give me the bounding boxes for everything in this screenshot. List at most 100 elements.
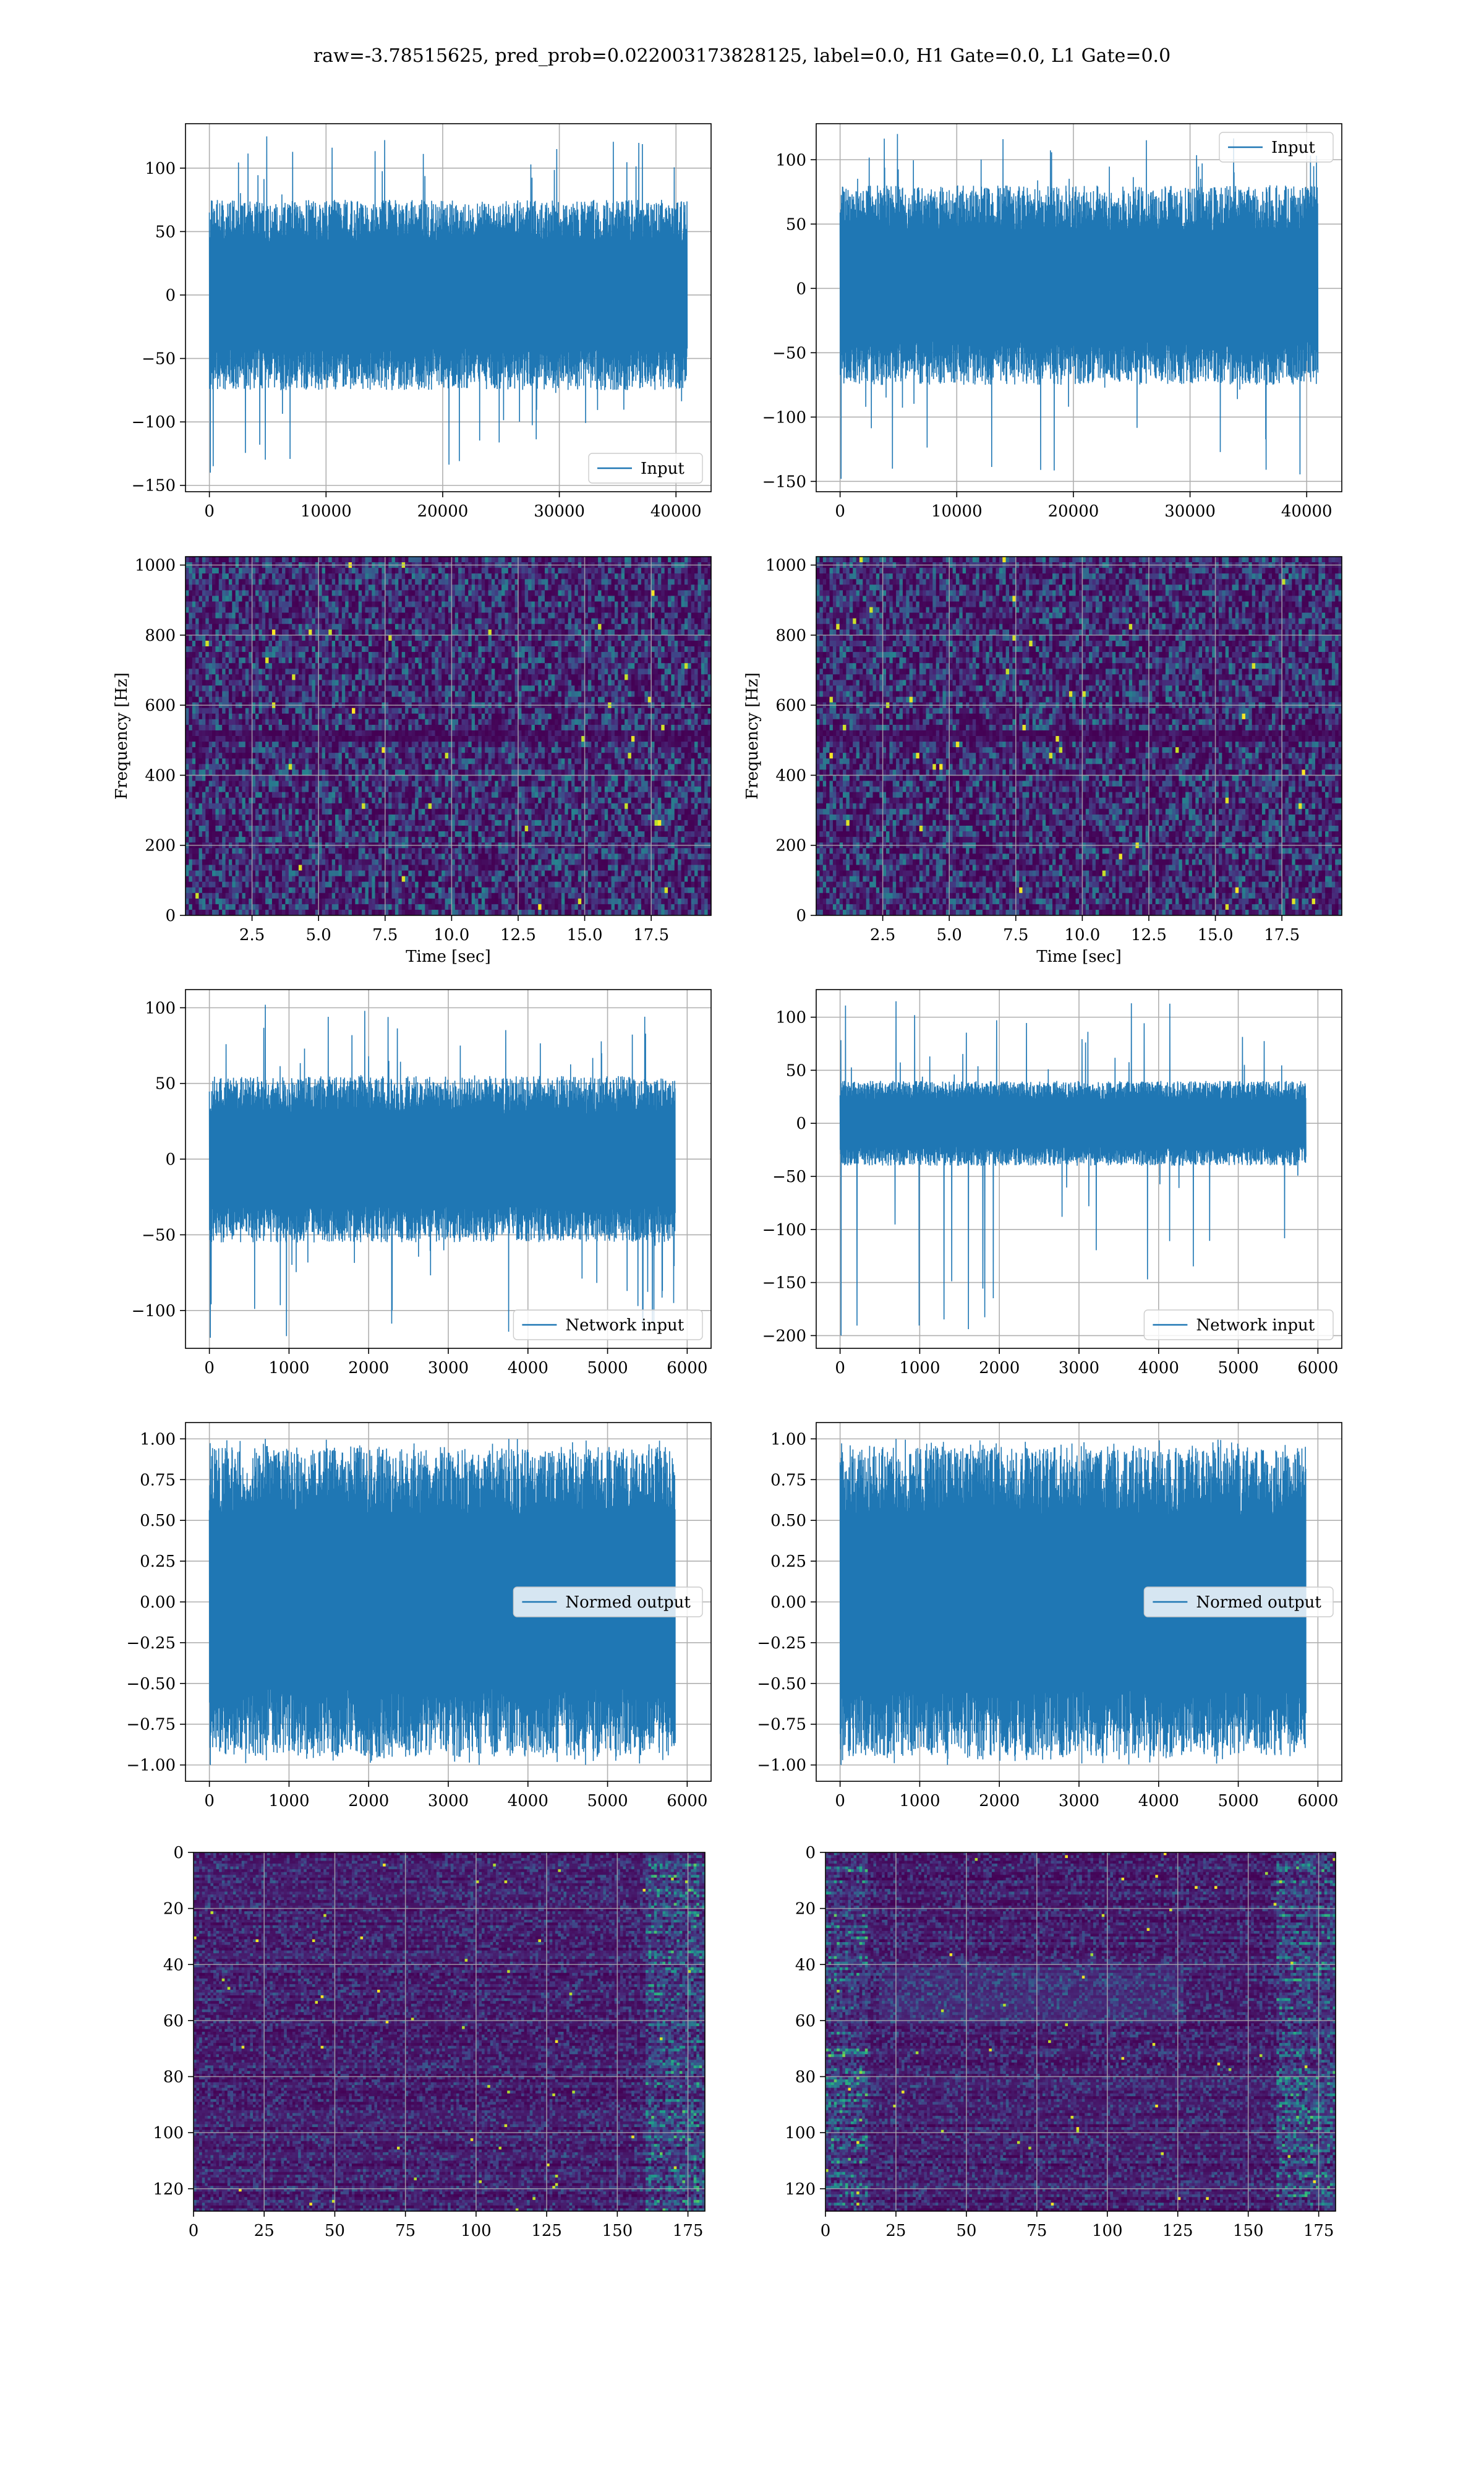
- normed-output-l1-ytick-label: 0.00: [770, 1593, 806, 1612]
- normed-output-h1-legend: Normed output: [513, 1587, 702, 1617]
- spectrogram-h1-ylabel: Frequency [Hz]: [113, 672, 131, 800]
- feature-map-l1-ytick-label: 0: [805, 1844, 816, 1862]
- network-input-h1-xtick-label: 6000: [667, 1359, 707, 1377]
- network-input-l1-xtick-label: 6000: [1297, 1359, 1338, 1377]
- feature-map-h1-heatmap: [194, 1852, 706, 2212]
- normed-output-h1-ytick-label: 0.50: [140, 1512, 176, 1530]
- feature-map-h1-ytick-label: 40: [163, 1956, 184, 1974]
- network-input-l1-legend-label: Network input: [1196, 1316, 1315, 1335]
- feature-map-h1-xtick-label: 0: [189, 2222, 199, 2240]
- network-input-h1-ytick-label: −50: [142, 1226, 176, 1244]
- feature-map-h1-xtick-label: 100: [461, 2222, 492, 2240]
- feature-map-l1-xtick-label: 175: [1303, 2222, 1334, 2240]
- normed-output-l1-xtick-label: 2000: [979, 1792, 1020, 1810]
- network-input-l1-legend: Network input: [1144, 1310, 1333, 1340]
- spectrogram-l1-ytick-label: 0: [796, 907, 806, 925]
- spectrogram-h1-subplot: 2.5 5.0 7.5 10.0 12.5 15.0 17.5020040060080010…: [113, 557, 712, 966]
- feature-map-l1-ytick-label: 100: [785, 2124, 816, 2142]
- spectrogram-l1-plot-area: [816, 557, 1342, 916]
- network-input-l1-ytick-label: −100: [762, 1221, 806, 1239]
- feature-map-l1-xtick-label: 100: [1092, 2222, 1123, 2240]
- feature-map-h1-ytick-label: 0: [173, 1844, 184, 1862]
- normed-output-h1-xtick-label: 4000: [508, 1792, 548, 1810]
- feature-map-l1-plot-area: [825, 1852, 1336, 2212]
- feature-map-l1-heatmap: [825, 1852, 1336, 2212]
- spectrogram-h1-ytick-label: 600: [145, 696, 176, 715]
- normed-output-l1-xtick-label: 4000: [1138, 1792, 1179, 1810]
- feature-map-l1-xtick-label: 25: [885, 2222, 906, 2240]
- network-input-h1-xtick-label: 1000: [268, 1359, 309, 1377]
- spectrogram-h1-xtick-label: 5.0: [306, 926, 331, 944]
- input-h1-ytick-label: −50: [142, 350, 176, 369]
- normed-output-h1-ytick-label: −0.50: [126, 1675, 176, 1693]
- input-l1-ytick-label: −150: [762, 473, 806, 491]
- spectrogram-l1-xtick-label: 5.0: [937, 926, 962, 944]
- input-h1-ytick-label: −150: [132, 477, 176, 495]
- spectrogram-h1-xtick-label: 15.0: [567, 926, 603, 944]
- input-l1-legend-label: Input: [1271, 139, 1315, 157]
- normed-output-l1-ytick-label: 0.75: [770, 1471, 806, 1489]
- normed-output-l1-ytick-label: −0.25: [757, 1634, 806, 1653]
- feature-map-l1-xtick-label: 50: [956, 2222, 976, 2240]
- input-l1-xtick-label: 30000: [1164, 502, 1216, 521]
- normed-output-l1-legend: Normed output: [1144, 1587, 1333, 1617]
- feature-map-h1-xtick-label: 175: [673, 2222, 704, 2240]
- feature-map-l1-ytick-label: 40: [795, 1956, 816, 1974]
- input-l1-xtick-label: 0: [835, 502, 845, 521]
- network-input-l1-subplot: 0 1000 2000 3000 4000 5000 6000−200−150−100−50…: [762, 990, 1342, 1377]
- network-input-l1-ytick-label: −200: [762, 1327, 806, 1345]
- network-input-l1-xtick-label: 3000: [1059, 1359, 1099, 1377]
- normed-output-l1-legend-label: Normed output: [1196, 1593, 1321, 1612]
- input-l1-ytick-label: 0: [796, 280, 806, 298]
- normed-output-h1-xtick-label: 5000: [587, 1792, 628, 1810]
- normed-output-h1-legend-label: Normed output: [565, 1593, 691, 1612]
- spectrogram-l1-ytick-label: 600: [775, 696, 806, 715]
- feature-map-l1-xtick-label: 150: [1233, 2222, 1264, 2240]
- input-h1-ytick-label: 100: [145, 160, 176, 178]
- input-h1-ytick-label: 0: [165, 286, 176, 305]
- spectrogram-h1-ytick-label: 1000: [135, 557, 176, 575]
- normed-output-h1-xtick-label: 0: [204, 1792, 215, 1810]
- network-input-h1-legend-label: Network input: [565, 1316, 684, 1335]
- network-input-l1-xtick-label: 4000: [1138, 1359, 1179, 1377]
- network-input-h1-xtick-label: 3000: [428, 1359, 469, 1377]
- network-input-l1-ytick-label: −150: [762, 1274, 806, 1293]
- normed-output-l1-ytick-label: 1.00: [770, 1430, 806, 1449]
- feature-map-l1-xtick-label: 0: [821, 2222, 831, 2240]
- spectrogram-h1-xtick-label: 10.0: [433, 926, 469, 944]
- spectrogram-l1-subplot: 2.5 5.0 7.5 10.0 12.5 15.0 17.5020040060080010…: [743, 557, 1342, 966]
- normed-output-l1-ytick-label: −0.75: [757, 1716, 806, 1734]
- normed-output-l1-ytick-label: 0.25: [770, 1552, 806, 1571]
- network-input-h1-subplot: 0 1000 2000 3000 4000 5000 6000−100−50050100Ne…: [132, 990, 711, 1377]
- normed-output-h1-ytick-label: −1.00: [126, 1757, 176, 1775]
- input-h1-legend: Input: [589, 453, 702, 483]
- input-h1-xtick-label: 0: [204, 502, 215, 521]
- network-input-h1-xtick-label: 2000: [348, 1359, 389, 1377]
- normed-output-l1-subplot: 0 1000 2000 3000 4000 5000 6000−1.00−0.75−0.50…: [757, 1423, 1342, 1810]
- normed-output-h1-subplot: 0 1000 2000 3000 4000 5000 6000−1.00−0.75−0.50…: [126, 1423, 711, 1810]
- feature-map-h1-xtick-label: 75: [395, 2222, 416, 2240]
- network-input-l1-xtick-label: 0: [835, 1359, 845, 1377]
- normed-output-h1-ytick-label: −0.25: [126, 1634, 176, 1653]
- normed-output-h1-xtick-label: 6000: [667, 1792, 707, 1810]
- spectrogram-l1-xlabel: Time [sec]: [1036, 948, 1122, 966]
- input-l1-ytick-label: 100: [775, 151, 806, 169]
- feature-map-h1-ytick-label: 100: [153, 2124, 184, 2142]
- feature-map-l1-ytick-label: 120: [785, 2180, 816, 2199]
- network-input-h1-ytick-label: 50: [155, 1075, 176, 1094]
- normed-output-h1-xtick-label: 2000: [348, 1792, 389, 1810]
- normed-output-h1-ytick-label: 0.75: [140, 1471, 176, 1489]
- input-h1-legend-label: Input: [641, 460, 684, 478]
- spectrogram-l1-ytick-label: 1000: [765, 557, 806, 575]
- spectrogram-h1-xtick-label: 7.5: [372, 926, 398, 944]
- normed-output-h1-ytick-label: −0.75: [126, 1716, 176, 1734]
- spectrogram-h1-xlabel: Time [sec]: [406, 948, 491, 966]
- feature-map-h1-ytick-label: 20: [163, 1900, 184, 1919]
- normed-output-l1-ytick-label: 0.50: [770, 1512, 806, 1530]
- network-input-h1-xtick-label: 4000: [508, 1359, 548, 1377]
- spectrogram-h1-ytick-label: 200: [145, 837, 176, 855]
- input-h1-xtick-label: 20000: [417, 502, 469, 521]
- normed-output-l1-xtick-label: 1000: [899, 1792, 940, 1810]
